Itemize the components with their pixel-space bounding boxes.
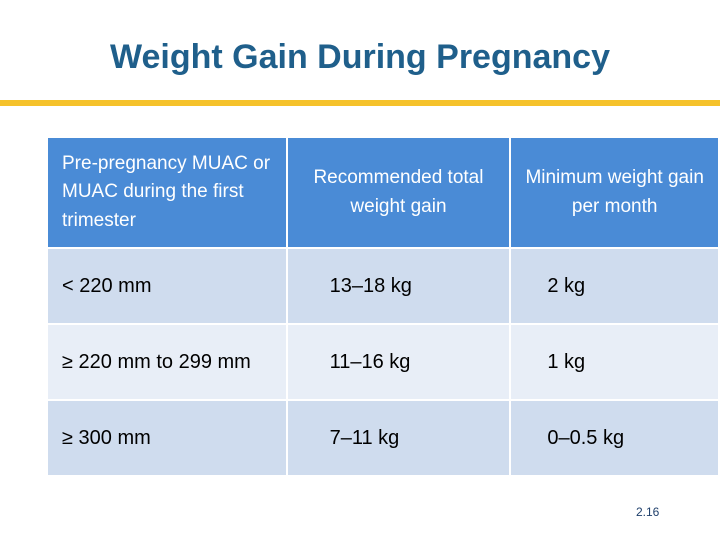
cell-min-gain: 2 kg	[511, 249, 718, 323]
weight-gain-table: Pre-pregnancy MUAC or MUAC during the fi…	[46, 136, 720, 477]
cell-muac: ≥ 300 mm	[48, 401, 286, 475]
cell-total-gain: 11–16 kg	[287, 325, 510, 399]
header-min-gain: Minimum weight gain per month	[511, 138, 718, 247]
cell-total-gain: 13–18 kg	[287, 249, 510, 323]
cell-min-gain: 1 kg	[511, 325, 718, 399]
header-muac: Pre-pregnancy MUAC or MUAC during the fi…	[48, 138, 286, 247]
page-number: 2.16	[636, 505, 660, 519]
header-total-gain: Recommended total weight gain	[287, 138, 510, 247]
slide-title: Weight Gain During Pregnancy	[110, 38, 610, 76]
table-header-row: Pre-pregnancy MUAC or MUAC during the fi…	[48, 138, 718, 247]
table-row: ≥ 300 mm 7–11 kg 0–0.5 kg	[48, 401, 718, 475]
cell-min-gain: 0–0.5 kg	[511, 401, 718, 475]
cell-muac: < 220 mm	[48, 249, 286, 323]
table-row: ≥ 220 mm to 299 mm 11–16 kg 1 kg	[48, 325, 718, 399]
title-divider	[0, 100, 720, 106]
cell-total-gain: 7–11 kg	[287, 401, 510, 475]
table-row: < 220 mm 13–18 kg 2 kg	[48, 249, 718, 323]
cell-muac: ≥ 220 mm to 299 mm	[48, 325, 286, 399]
